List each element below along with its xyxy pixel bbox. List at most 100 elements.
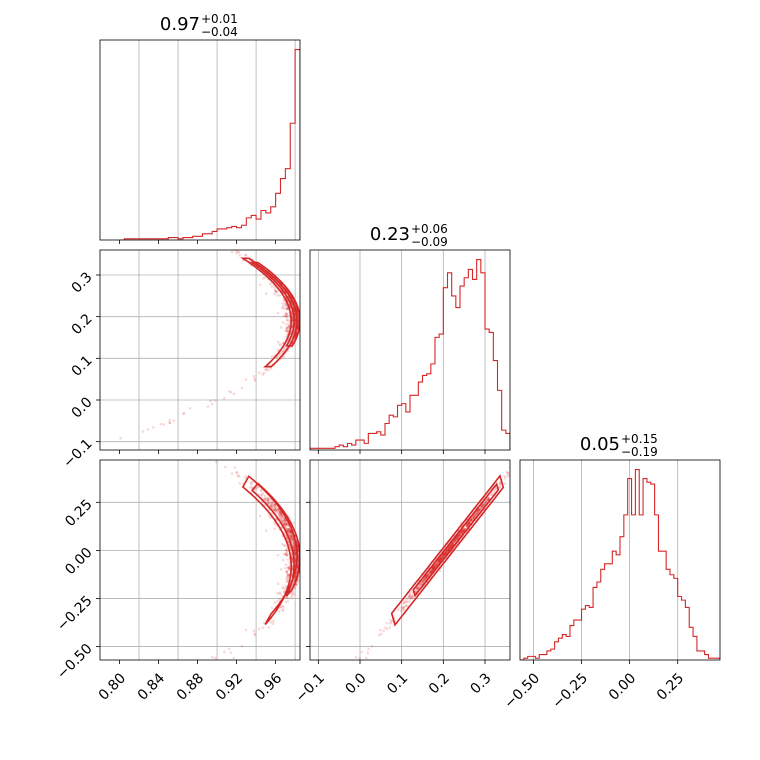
panel-scatter-p2-p3-point	[422, 578, 426, 582]
panel-scatter-p1-p3-point	[285, 572, 289, 575]
panel-scatter-p2-p3-point	[408, 592, 411, 595]
panel-scatter-p1-p2-point	[276, 340, 280, 344]
panel-scatter-p2-p3-point	[457, 534, 460, 538]
panel-scatter-p1-p3-point	[297, 559, 300, 563]
panel-scatter-p1-p3-point	[250, 480, 254, 484]
panel-scatter-p1-p3-point	[269, 504, 273, 507]
panel-scatter-p1-p3-point	[273, 522, 277, 526]
panel-scatter-p1-p3-point	[259, 493, 263, 497]
panel-scatter-p2-p3-point	[379, 628, 382, 632]
panel-scatter-p2-p3-point	[449, 544, 453, 547]
panel-scatter-p2-p3-point	[474, 513, 478, 516]
panel-scatter-p1-p2-point	[267, 368, 270, 372]
panel-scatter-p2-p3-point	[503, 477, 507, 480]
panel-scatter-p1-p3-point	[293, 548, 296, 552]
panel-scatter-p1-p2-point	[286, 313, 289, 317]
panel-scatter-p1-p3-frame	[99, 459, 301, 661]
panel-scatter-p2-p3-point	[402, 607, 405, 610]
panel-scatter-p1-p2-point	[188, 407, 192, 410]
panel-scatter-p1-p3-point	[286, 530, 290, 534]
panel-scatter-p2-p3-point	[457, 534, 461, 537]
panel-scatter-p2-p3-point	[427, 573, 431, 576]
panel-scatter-p2-p3-point	[405, 600, 409, 604]
panel-scatter-p1-p2-point	[288, 322, 291, 325]
panel-scatter-p2-p3-point	[454, 538, 457, 542]
panel-scatter-p2-p3-point	[459, 521, 462, 524]
panel-scatter-p2-p3-point	[430, 569, 434, 573]
panel-scatter-p2-p3-point	[441, 554, 444, 558]
panel-scatter-p1-p2-point	[287, 325, 291, 329]
panel-scatter-p1-p3-point	[269, 503, 273, 506]
panel-scatter-p2-p3-point	[484, 500, 488, 503]
scatter-p1-p3-xtick-label-4: 0.96	[252, 670, 285, 703]
panel-scatter-p1-p3-point	[280, 515, 284, 518]
panel-scatter-p1-p3-point	[276, 592, 280, 595]
panel-scatter-p2-p3-point	[462, 528, 466, 532]
panel-scatter-p2-p3-point	[433, 565, 437, 569]
panel-scatter-p2-p3-point	[401, 605, 405, 609]
panel-scatter-p1-p2-point	[240, 386, 244, 390]
panel-scatter-p1-p3-point	[293, 543, 296, 547]
panel-scatter-p2-p3-point	[425, 576, 429, 579]
panel-scatter-p2-p3-point	[476, 512, 479, 515]
panel-scatter-p1-p3-point	[284, 522, 288, 526]
panel-scatter-p2-p3-point	[466, 524, 469, 528]
panel-scatter-p1-p3-point	[282, 523, 286, 526]
panel-scatter-p2-p3-point	[436, 561, 439, 564]
panel-scatter-p2-p3-point	[431, 567, 435, 570]
panel-scatter-p2-p3-point	[438, 559, 441, 563]
panel-scatter-p2-p3-point	[438, 559, 442, 563]
panel-scatter-p2-p3-point	[379, 632, 383, 636]
panel-scatter-p1-p2-point	[279, 344, 282, 347]
panel-scatter-p1-p3-point	[288, 529, 292, 533]
panel-scatter-p1-p3-point	[266, 500, 270, 503]
panel-scatter-p2-p3-point	[429, 570, 433, 574]
panel-scatter-p1-p3-point	[280, 518, 284, 521]
panel-scatter-p2-p3-point	[441, 554, 444, 558]
panel-scatter-p2-p3-point	[460, 531, 464, 534]
panel-scatter-p1-p3-point	[228, 647, 231, 651]
scatter-p1-p3-ytick-label-2: 0.00	[62, 545, 95, 578]
panel-scatter-p2-p3-point	[480, 506, 483, 509]
panel-scatter-p1-p3-point	[286, 565, 290, 569]
panel-scatter-p2-p3-point	[432, 566, 436, 570]
panel-scatter-p2-p3-point	[478, 508, 481, 511]
panel-scatter-p2-p3-point	[445, 549, 449, 552]
panel-scatter-p1-p3-point	[274, 510, 277, 513]
panel-scatter-p2-p3-point	[487, 497, 491, 500]
panel-scatter-p2-p3-point	[452, 540, 456, 544]
panel-scatter-p2-p3-point	[436, 562, 439, 565]
panel-scatter-p2-p3-point	[441, 554, 445, 557]
panel-scatter-p1-p3-point	[236, 474, 240, 478]
panel-scatter-p1-p3-point	[291, 592, 294, 596]
panel-scatter-p1-p3-point	[249, 481, 253, 485]
panel-scatter-p2-p3-point	[334, 692, 337, 695]
panel-scatter-p1-p3-point	[253, 632, 256, 636]
panel-scatter-p1-p3-point	[276, 509, 279, 512]
panel-scatter-p2-p3-point	[445, 548, 449, 552]
panel-scatter-p2-p3-point	[429, 569, 433, 573]
panel-scatter-p2-p3-point	[460, 531, 463, 534]
hist-p3-xtick-label-1: −0.25	[549, 670, 591, 712]
panel-scatter-p1-p3-point	[292, 542, 296, 546]
panel-scatter-p2-p3-point	[444, 551, 448, 555]
panel-scatter-p1-p3-contour-1	[241, 475, 298, 626]
panel-scatter-p2-p3-point	[435, 563, 438, 566]
panel-scatter-p1-p3-point	[283, 544, 287, 547]
panel-scatter-p1-p3-point	[263, 494, 267, 498]
panel-scatter-p2-p3-point	[498, 483, 502, 486]
panel-scatter-p1-p3-point	[263, 497, 267, 501]
panel-scatter-p1-p2-point	[235, 250, 239, 253]
panel-scatter-p1-p3-point	[272, 507, 275, 510]
panel-scatter-p1-p3-point	[283, 518, 287, 521]
panel-scatter-p1-p3-point	[285, 547, 289, 551]
panel-scatter-p1-p3-point	[293, 546, 296, 550]
panel-scatter-p1-p3-point	[274, 506, 278, 509]
panel-scatter-p2-p3-point	[400, 609, 403, 613]
panel-scatter-p2-p3-point	[431, 566, 435, 570]
panel-scatter-p1-p2-point	[262, 371, 266, 375]
panel-scatter-p1-p3-point	[293, 551, 297, 554]
panel-scatter-p1-p3-point	[273, 503, 277, 507]
panel-scatter-p1-p2-point	[276, 294, 279, 297]
panel-scatter-p1-p3-point	[273, 601, 277, 605]
